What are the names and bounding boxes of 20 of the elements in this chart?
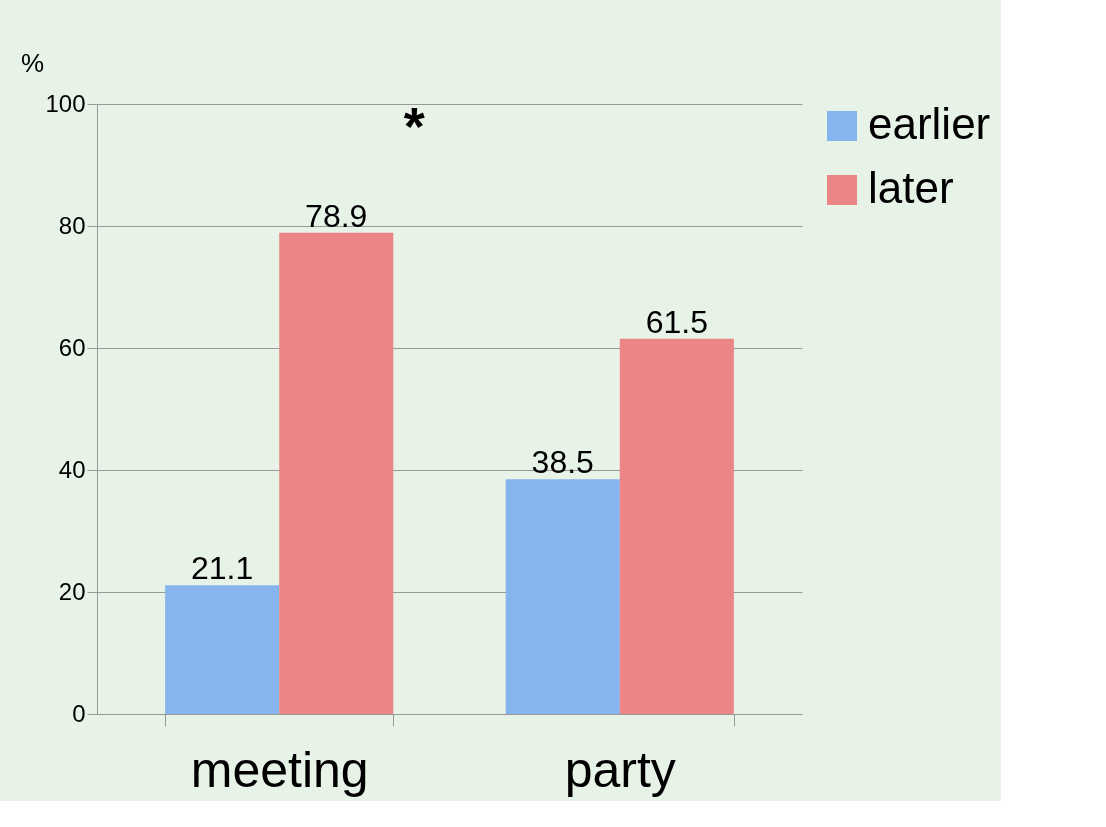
- y-tick-label: 20: [58, 577, 86, 605]
- x-tick-label: meeting: [190, 741, 369, 798]
- bar: [619, 338, 734, 714]
- y-tick-label: 80: [58, 211, 86, 239]
- annotation: *: [403, 96, 425, 156]
- y-tick-label: 60: [58, 333, 86, 361]
- data-label: 21.1: [191, 550, 254, 587]
- data-label: 38.5: [531, 444, 594, 481]
- legend-label: earlier: [868, 99, 991, 148]
- legend-label: later: [868, 163, 954, 212]
- y-tick-label: 100: [45, 89, 86, 117]
- bar: [505, 479, 620, 714]
- bar: [279, 232, 394, 714]
- data-label: 78.9: [305, 197, 368, 234]
- data-label: 61.5: [645, 303, 708, 340]
- y-tick-label: 0: [72, 699, 86, 727]
- bar: [165, 585, 280, 714]
- y-tick-label: 40: [58, 455, 86, 483]
- y-axis-title: %: [20, 47, 45, 78]
- x-tick-label: party: [564, 741, 676, 798]
